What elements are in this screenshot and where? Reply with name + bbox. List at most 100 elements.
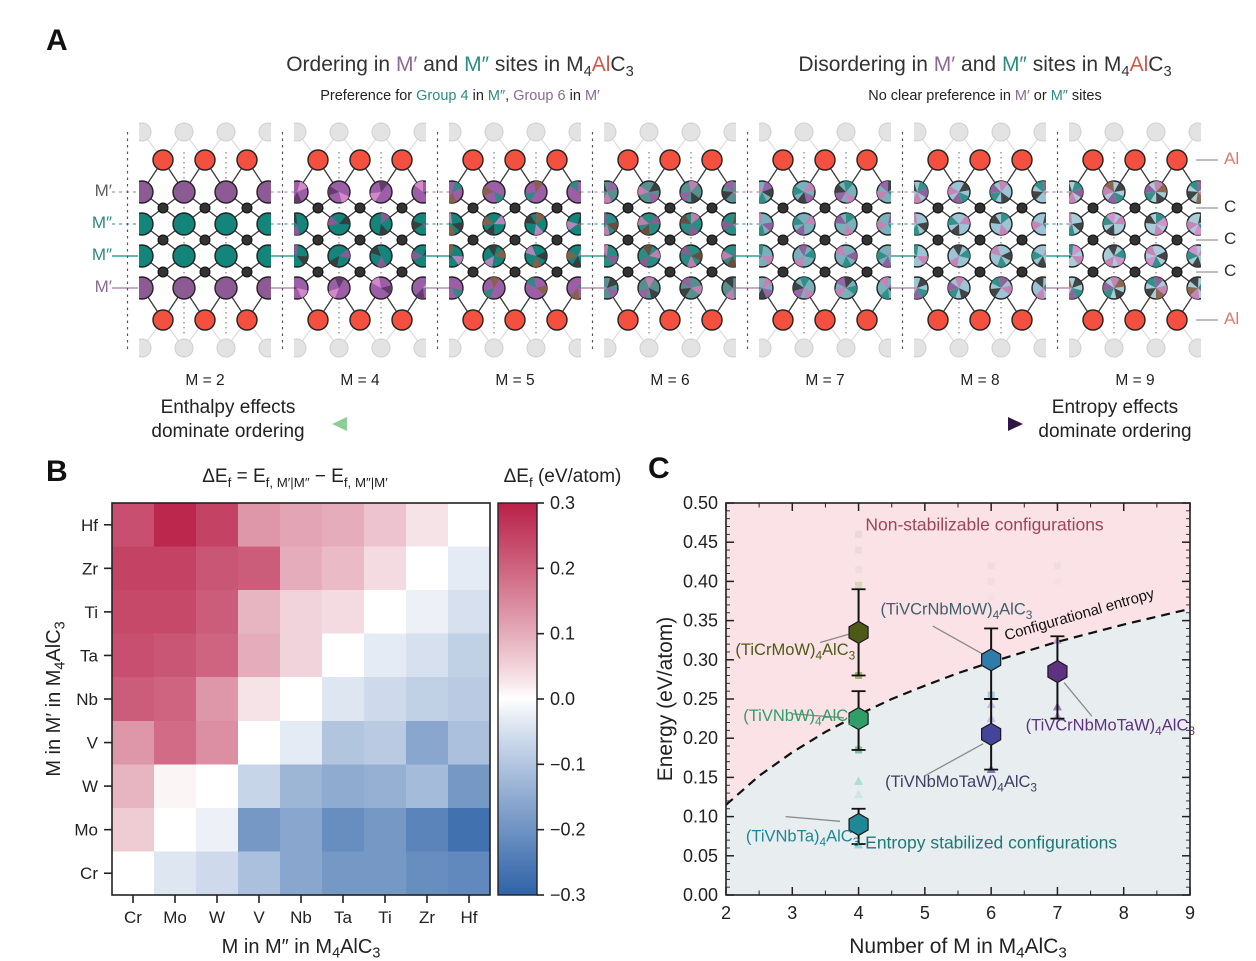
atom-slice — [1114, 192, 1125, 203]
atom-slice — [1154, 224, 1164, 235]
atom-slice — [914, 286, 917, 290]
y-tick-label: 0.45 — [683, 532, 718, 552]
ghost-atom — [991, 122, 1011, 142]
c-atom — [157, 202, 169, 214]
c-atom — [467, 202, 479, 214]
atom-slice — [797, 192, 807, 203]
al-atom — [969, 309, 991, 331]
atom-slice — [607, 277, 618, 288]
site-label-M′: M′ — [94, 181, 112, 200]
atom-slice — [759, 286, 762, 290]
heatmap-cell — [322, 851, 365, 896]
atom-slice — [733, 213, 736, 224]
atom-slice — [328, 216, 339, 226]
m-count-label: M = 5 — [495, 372, 534, 389]
colorbar-tick-label: 0.2 — [550, 558, 575, 578]
c-atom — [1087, 266, 1099, 278]
atom-slice — [917, 277, 928, 288]
atom-slice — [1072, 188, 1083, 198]
ghost-marker — [854, 789, 864, 799]
row-label: Mo — [74, 821, 98, 840]
crystal-structure — [1069, 122, 1201, 358]
al-atom — [814, 149, 836, 171]
c-atom — [551, 234, 563, 246]
atom-slice — [1198, 213, 1201, 224]
annotation-leader — [932, 625, 984, 655]
y-tick-label: 0.25 — [683, 689, 718, 709]
atom-slice — [381, 285, 392, 295]
ghost-atom — [371, 338, 391, 358]
ghost-atom — [878, 338, 891, 358]
ghost-atom — [949, 122, 969, 142]
atom-slice — [914, 192, 922, 203]
c-atom — [974, 266, 986, 278]
atom-slice — [449, 213, 452, 224]
atom-slice — [1104, 256, 1114, 267]
atom-slice — [691, 213, 700, 224]
al-atom — [349, 309, 371, 331]
c-atom — [622, 202, 634, 214]
y-tick-label: 0.50 — [683, 493, 718, 513]
heatmap-cell — [238, 764, 281, 809]
al-atom — [349, 149, 371, 171]
al-atom — [1082, 149, 1104, 171]
atom-slice — [680, 214, 691, 224]
c-atom — [974, 234, 986, 246]
atom-slice — [846, 285, 857, 295]
row-label: Ti — [84, 603, 98, 622]
atom-slice — [578, 191, 581, 196]
atom-slice — [762, 277, 773, 288]
atom-slice — [842, 256, 852, 267]
atom-slice — [835, 288, 846, 298]
al-atom — [391, 309, 413, 331]
atom-slice — [1043, 191, 1046, 196]
atom-slice — [578, 249, 581, 256]
crystal-structure — [759, 122, 891, 358]
c-atom — [706, 202, 718, 214]
atom-slice — [990, 192, 1001, 202]
atom-slice — [793, 281, 804, 292]
al-atom — [659, 149, 681, 171]
atom-slice — [570, 288, 580, 299]
c-atom — [1171, 266, 1183, 278]
c-atom — [312, 266, 324, 278]
heatmap-cell — [238, 503, 281, 548]
al-atom — [307, 309, 329, 331]
ghost-atom — [174, 122, 194, 142]
atom-slice — [604, 224, 610, 235]
atom-slice — [799, 277, 810, 288]
ghost-atom — [723, 338, 736, 358]
ghost-atom — [723, 122, 736, 142]
ghost-marker — [855, 581, 863, 589]
ghost-atom — [794, 122, 814, 142]
al-atom — [1011, 309, 1033, 331]
atom-slice — [1145, 184, 1156, 194]
y-tick-label: 0.30 — [683, 650, 718, 670]
atom-slice — [370, 245, 381, 256]
atom-slice — [1107, 245, 1118, 256]
atom-slice — [759, 255, 762, 259]
m-count-label: M = 8 — [960, 372, 999, 389]
atom-slice — [762, 181, 773, 192]
data-point-hexagon — [981, 722, 1002, 746]
al-atom — [1082, 309, 1104, 331]
atom-slice — [680, 192, 691, 202]
atom-slice — [997, 256, 1007, 267]
ghost-marker — [1053, 577, 1061, 585]
atom-slice — [759, 224, 765, 235]
heatmap-cell — [364, 633, 407, 678]
atom-slice — [793, 288, 804, 299]
data-point-hexagon — [848, 620, 869, 645]
atom-slice — [1069, 255, 1072, 259]
heatmap-cell — [196, 851, 239, 896]
atom-slice — [888, 191, 891, 196]
atom-slice — [487, 245, 498, 256]
heatmap-cell — [154, 807, 197, 852]
site-label-Al: Al — [1224, 309, 1240, 328]
atom-slice — [1156, 251, 1167, 261]
m-count-label: M = 6 — [650, 372, 689, 389]
atom-slice — [759, 245, 764, 256]
atom-slice — [1103, 281, 1114, 292]
data-point-hexagon — [848, 812, 869, 837]
col-label: V — [253, 908, 265, 927]
